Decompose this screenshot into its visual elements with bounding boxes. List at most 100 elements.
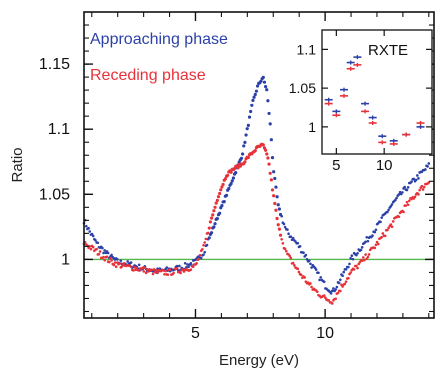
- data-point: [165, 266, 169, 269]
- data-point: [283, 247, 287, 251]
- data-point: [373, 230, 377, 234]
- data-point: [341, 285, 344, 288]
- data-point: [395, 196, 398, 200]
- data-point: [348, 262, 351, 266]
- data-point: [360, 259, 364, 263]
- legend: Approaching phase Receding phase: [90, 31, 228, 84]
- data-point: [212, 225, 216, 229]
- data-point: [107, 260, 111, 264]
- data-point: [269, 138, 273, 142]
- data-point: [211, 213, 215, 217]
- data-point: [298, 244, 302, 248]
- data-point: [183, 261, 187, 265]
- data-point: [309, 262, 312, 266]
- data-point: [319, 276, 323, 279]
- data-point: [414, 178, 418, 182]
- data-point: [150, 268, 154, 271]
- inset-y-tick-label: 1: [308, 119, 316, 135]
- data-point: [198, 253, 202, 257]
- data-point: [187, 265, 190, 269]
- data-point: [267, 162, 271, 166]
- data-point: [367, 253, 371, 256]
- data-point: [110, 253, 113, 257]
- data-point: [420, 184, 424, 188]
- data-point: [289, 235, 293, 238]
- plot-frame: [83, 11, 435, 319]
- data-point: [424, 168, 427, 171]
- data-point: [219, 188, 223, 192]
- data-point: [366, 239, 370, 243]
- data-point: [95, 247, 98, 251]
- data-point: [156, 271, 159, 275]
- data-point: [375, 240, 379, 244]
- y-tick-label: 1: [61, 251, 70, 268]
- data-point: [386, 228, 389, 232]
- data-point: [122, 261, 126, 265]
- data-point: [205, 243, 209, 247]
- data-point: [162, 269, 165, 272]
- data-point: [330, 289, 334, 293]
- data-point: [303, 276, 306, 279]
- data-point: [391, 220, 395, 223]
- data-point: [110, 259, 113, 262]
- data-point: [215, 198, 219, 202]
- series-receding: [82, 142, 431, 305]
- data-point: [203, 241, 206, 244]
- data-point: [212, 209, 216, 213]
- data-point: [364, 240, 367, 244]
- data-point: [96, 241, 100, 245]
- data-point: [343, 282, 347, 286]
- data-point: [218, 191, 222, 196]
- inset-series-receding: [324, 62, 425, 146]
- data-point: [359, 248, 363, 252]
- data-point: [253, 148, 257, 153]
- data-point: [282, 222, 286, 226]
- data-point: [116, 258, 119, 261]
- data-point: [272, 194, 276, 198]
- data-point: [291, 236, 295, 240]
- data-point: [407, 199, 411, 203]
- data-point: [134, 268, 138, 272]
- data-point: [337, 281, 341, 285]
- data-point: [330, 302, 334, 305]
- data-point: [267, 111, 271, 116]
- data-point: [234, 171, 238, 175]
- data-point: [264, 85, 268, 89]
- data-point: [342, 270, 346, 274]
- data-point: [191, 265, 195, 269]
- data-point: [109, 257, 112, 260]
- data-point: [318, 278, 321, 282]
- data-point: [416, 174, 419, 177]
- data-point: [363, 258, 366, 262]
- data-point: [218, 211, 222, 215]
- data-point: [390, 225, 394, 229]
- data-point: [91, 245, 95, 249]
- data-point: [365, 236, 369, 239]
- data-point: [297, 270, 301, 274]
- data-point: [270, 188, 275, 192]
- data-point: [350, 254, 354, 257]
- data-point: [166, 273, 170, 276]
- data-point: [91, 234, 95, 238]
- data-point: [405, 188, 409, 192]
- data-point: [147, 270, 150, 273]
- data-point: [402, 210, 405, 214]
- data-point: [276, 223, 280, 227]
- data-point: [356, 251, 359, 255]
- data-point: [374, 243, 378, 247]
- data-point: [113, 261, 117, 264]
- inset-y-tick-labels: 1 1.05 1.1: [289, 41, 316, 135]
- data-point: [85, 224, 88, 228]
- data-point: [421, 188, 425, 191]
- data-point: [119, 259, 123, 262]
- inset-x-tick-labels: 5 10: [332, 157, 392, 174]
- data-point: [245, 127, 249, 131]
- data-point: [277, 227, 281, 231]
- data-point: [322, 280, 326, 284]
- data-point: [216, 195, 221, 199]
- legend-entry-approaching: Approaching phase: [90, 31, 228, 48]
- data-point: [288, 254, 292, 258]
- data-point: [207, 236, 211, 240]
- data-point: [102, 255, 105, 259]
